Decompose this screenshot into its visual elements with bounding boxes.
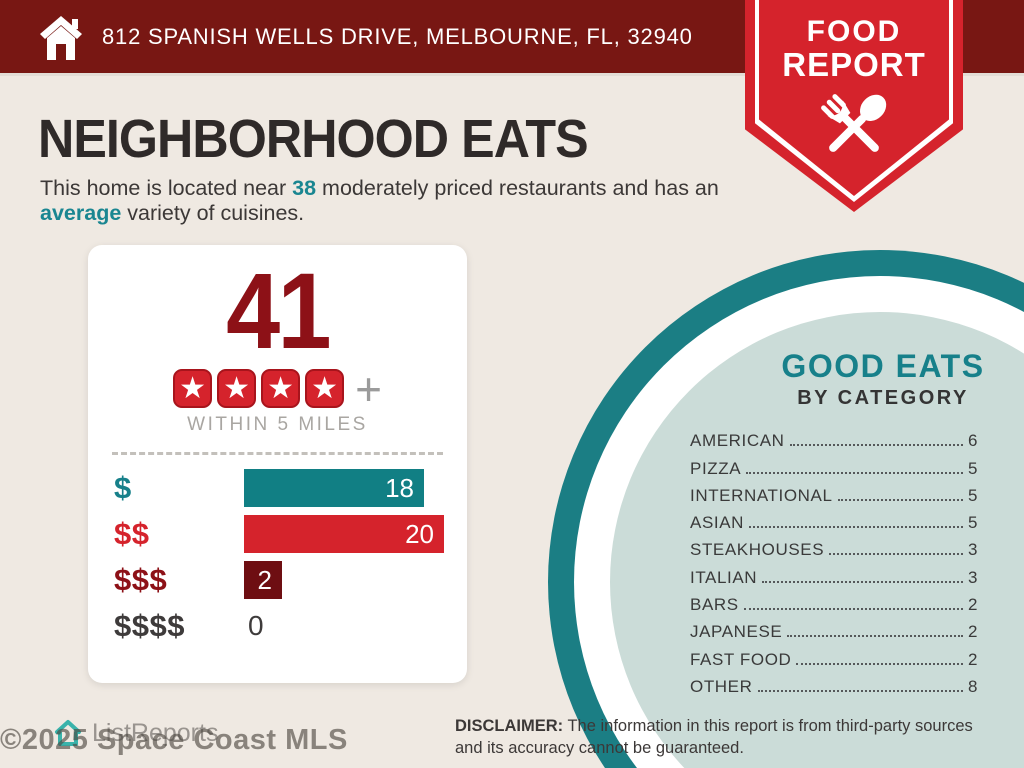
category-label: FAST FOOD [690, 649, 792, 669]
dot-leader [757, 689, 963, 692]
restaurant-stats-card: 41 ★ ★ ★ ★ + WITHIN 5 MILES $18 $$ 20 $$$ 2 $$$$ 0 [88, 245, 467, 683]
dot-leader [829, 553, 963, 556]
variety-highlight: average [40, 200, 122, 225]
good-eats-title: GOOD EATS [781, 348, 985, 384]
dashed-divider [112, 452, 443, 455]
radius-caption: WITHIN 5 MILES [187, 414, 368, 435]
price-level-label: $$ [114, 516, 150, 551]
summary-part3: variety of cuisines. [121, 200, 305, 225]
circle-white-ring [574, 276, 1024, 768]
star-icon: ★ [173, 369, 213, 408]
bar: 18 [244, 469, 424, 507]
category-row: PIZZA 5 [690, 453, 978, 480]
good-eats-subtitle: BY CATEGORY [797, 387, 969, 409]
disclaimer-body: The information in this report is from t… [455, 717, 973, 757]
bar: 2 [244, 561, 282, 599]
badge-line2: REPORT [782, 46, 926, 83]
star-icon: ★ [261, 369, 301, 408]
summary-part1: This home is located near [40, 176, 293, 200]
dot-leader [762, 580, 963, 583]
badge-line1: FOOD [806, 15, 902, 48]
listreports-logo: ListReports [52, 718, 218, 748]
mls-watermark: ©2025 Space Coast MLS [0, 724, 348, 756]
listreports-house-icon [55, 720, 81, 746]
category-label: STEAKHOUSES [690, 540, 825, 560]
category-label: PIZZA [690, 458, 742, 478]
category-count: 8 [967, 676, 978, 696]
category-count: 2 [967, 649, 978, 669]
category-count: 5 [967, 458, 978, 478]
home-icon [40, 15, 82, 60]
restaurant-count: 41 [226, 250, 331, 371]
restaurant-count-highlight: 38 [292, 176, 317, 200]
category-row: AMERICAN 6 [690, 426, 978, 453]
category-count: 2 [967, 622, 978, 642]
zero-value: 0 [248, 610, 264, 641]
dot-leader [837, 498, 963, 501]
price-level-row: $$$$ 0 [114, 607, 443, 645]
star-icon: ★ [305, 369, 345, 408]
price-level-row: $$ 20 [114, 515, 444, 553]
category-list: AMERICAN 6 PIZZA 5 INTERNATIONAL 5 ASIAN 5 STEAK… [690, 426, 978, 699]
summary-part2: moderately priced restaurants and has an [316, 176, 719, 200]
price-level-label: $ [114, 470, 132, 505]
category-count: 3 [967, 567, 978, 587]
spoon-fork-icon [821, 94, 887, 152]
star-icon: ★ [217, 369, 257, 408]
category-count: 2 [967, 595, 978, 615]
category-label: BARS [690, 595, 739, 615]
plus-icon: + [355, 362, 382, 415]
dot-leader [749, 526, 963, 529]
listreports-wordmark: ListReports [92, 718, 219, 747]
price-level-row: $$$ 2 [114, 561, 443, 599]
category-count: 5 [967, 513, 978, 533]
category-row: JAPANESE 2 [690, 617, 978, 644]
category-row: ITALIAN 3 [690, 562, 978, 589]
category-row: OTHER 8 [690, 672, 978, 699]
category-label: INTERNATIONAL [690, 485, 833, 505]
bar: 20 [244, 515, 444, 553]
category-count: 3 [967, 540, 978, 560]
disclaimer-text: DISCLAIMER: The information in this repo… [455, 716, 1003, 760]
property-address: 812 SPANISH WELLS DRIVE, MELBOURNE, FL, … [102, 23, 693, 49]
category-label: ITALIAN [690, 567, 758, 587]
category-label: JAPANESE [690, 622, 783, 642]
category-row: STEAKHOUSES 3 [690, 535, 978, 562]
page-title: NEIGHBORHOOD EATS [38, 109, 589, 169]
dot-leader [796, 662, 963, 665]
price-level-label: $$$ [114, 562, 168, 597]
price-level-bar-chart: $18 $$ 20 $$$ 2 $$$$ 0 [88, 469, 467, 645]
category-label: OTHER [690, 676, 753, 696]
dot-leader [746, 471, 963, 474]
category-row: ASIAN 5 [690, 508, 978, 535]
star-rating: ★ ★ ★ ★ + [88, 362, 467, 415]
disclaimer-label: DISCLAIMER: [455, 717, 564, 735]
category-row: BARS 2 [690, 590, 978, 617]
summary-sentence: This home is located near 38 moderately … [40, 176, 720, 225]
good-eats-circle: GOOD EATS BY CATEGORY AMERICAN 6 PIZZA 5 INT… [548, 250, 1024, 768]
dot-leader [743, 608, 963, 611]
food-report-badge: FOOD REPORT [745, 0, 963, 212]
category-row: INTERNATIONAL 5 [690, 481, 978, 508]
category-count: 5 [967, 485, 978, 505]
category-label: AMERICAN [690, 431, 785, 451]
dot-leader [787, 635, 963, 638]
category-label: ASIAN [690, 513, 745, 533]
price-level-row: $18 [114, 469, 443, 507]
category-count: 6 [967, 431, 978, 451]
price-level-label: $$$$ [114, 608, 185, 643]
category-row: FAST FOOD 2 [690, 644, 978, 671]
dot-leader [789, 444, 963, 447]
